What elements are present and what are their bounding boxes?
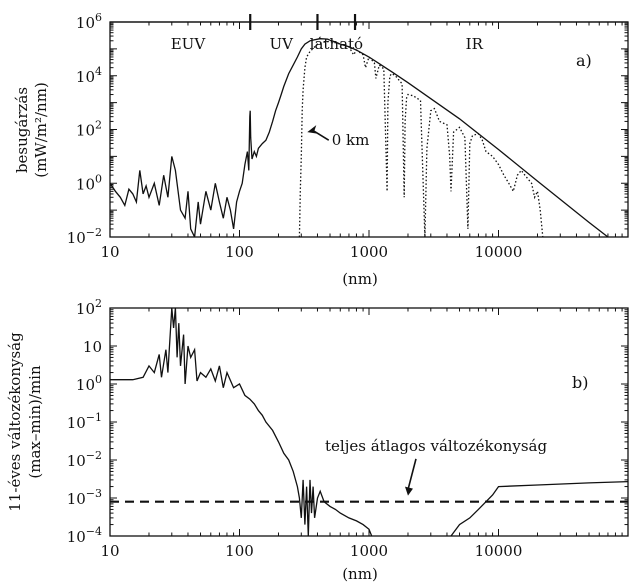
x-tick-label: 1000 xyxy=(350,542,388,560)
annotation-arrowhead xyxy=(307,125,321,135)
reference-line-arrowhead xyxy=(404,486,413,496)
panel-a: EUV UV látható IR 10 100 1000 10000 10−2 100 102… xyxy=(13,11,629,288)
x-tick-label: 10 xyxy=(100,542,119,560)
x-tick-label: 10 xyxy=(100,243,119,261)
panel-b-x-ticks: 10 100 1000 10000 xyxy=(100,308,623,560)
annotation-label: 0 km xyxy=(332,131,370,149)
series-solid-2 xyxy=(450,480,628,536)
y-tick-label: 10−3 xyxy=(67,487,102,508)
panel-b-y-ticks: 10−4 10−3 10−2 10−1 100 10 102 xyxy=(67,297,628,546)
panel-b-y-axis-label-line1: 11-éves változékonyság xyxy=(6,332,24,512)
panel-a-x-ticks: 10 100 1000 10000 xyxy=(100,22,623,261)
y-tick-label: 10−2 xyxy=(67,226,102,247)
panel-a-annotations: 0 km xyxy=(307,125,369,149)
panel-a-y-ticks: 10−2 100 102 104 106 xyxy=(67,11,628,247)
y-tick-label: 100 xyxy=(76,172,102,193)
y-tick-label: 104 xyxy=(76,65,102,86)
panel-b-y-axis-label-line2: (max–min)/min xyxy=(26,365,44,479)
x-tick-label: 10000 xyxy=(475,243,523,261)
y-tick-label: 100 xyxy=(76,373,102,394)
panel-a-x-axis-label: (nm) xyxy=(342,270,378,288)
y-tick-label: 10 xyxy=(83,338,102,356)
panel-a-frame xyxy=(109,21,629,238)
reference-line-label: teljes átlagos változékonyság xyxy=(325,437,547,455)
panel-b-series xyxy=(110,308,628,536)
panel-a-series xyxy=(110,38,609,237)
x-tick-label: 1000 xyxy=(350,243,388,261)
panel-b: 10 100 1000 10000 10−410−310−210−110010102 … xyxy=(6,297,629,583)
x-tick-label: 10000 xyxy=(475,542,523,560)
y-tick-label: 10−2 xyxy=(67,449,102,470)
panel-a-y-axis-label-line1: besugárzás xyxy=(13,87,31,173)
x-tick-label: 100 xyxy=(225,542,254,560)
band-label: UV xyxy=(269,35,294,53)
band-label: EUV xyxy=(171,35,207,53)
x-tick-label: 100 xyxy=(225,243,254,261)
panel-a-y-axis-label-line2: (mW/m²/nm) xyxy=(32,82,50,178)
panel-a-label: a) xyxy=(576,51,592,70)
panel-b-label: b) xyxy=(572,373,588,392)
reference-line-arrow xyxy=(407,458,417,490)
band-labels: EUV UV látható IR xyxy=(171,35,484,53)
y-tick-label: 106 xyxy=(76,11,102,32)
y-tick-label: 102 xyxy=(76,119,102,140)
band-label: IR xyxy=(466,35,484,53)
series-solid-1 xyxy=(110,308,373,536)
series-solid-1 xyxy=(110,38,609,237)
y-tick-label: 102 xyxy=(76,297,102,318)
y-tick-label: 10−1 xyxy=(67,411,102,432)
y-tick-label: 10−4 xyxy=(67,525,102,546)
panel-b-x-axis-label: (nm) xyxy=(342,565,378,583)
band-label: látható xyxy=(310,35,363,53)
panel-b-annotations: teljes átlagos változékonyság xyxy=(110,437,628,503)
